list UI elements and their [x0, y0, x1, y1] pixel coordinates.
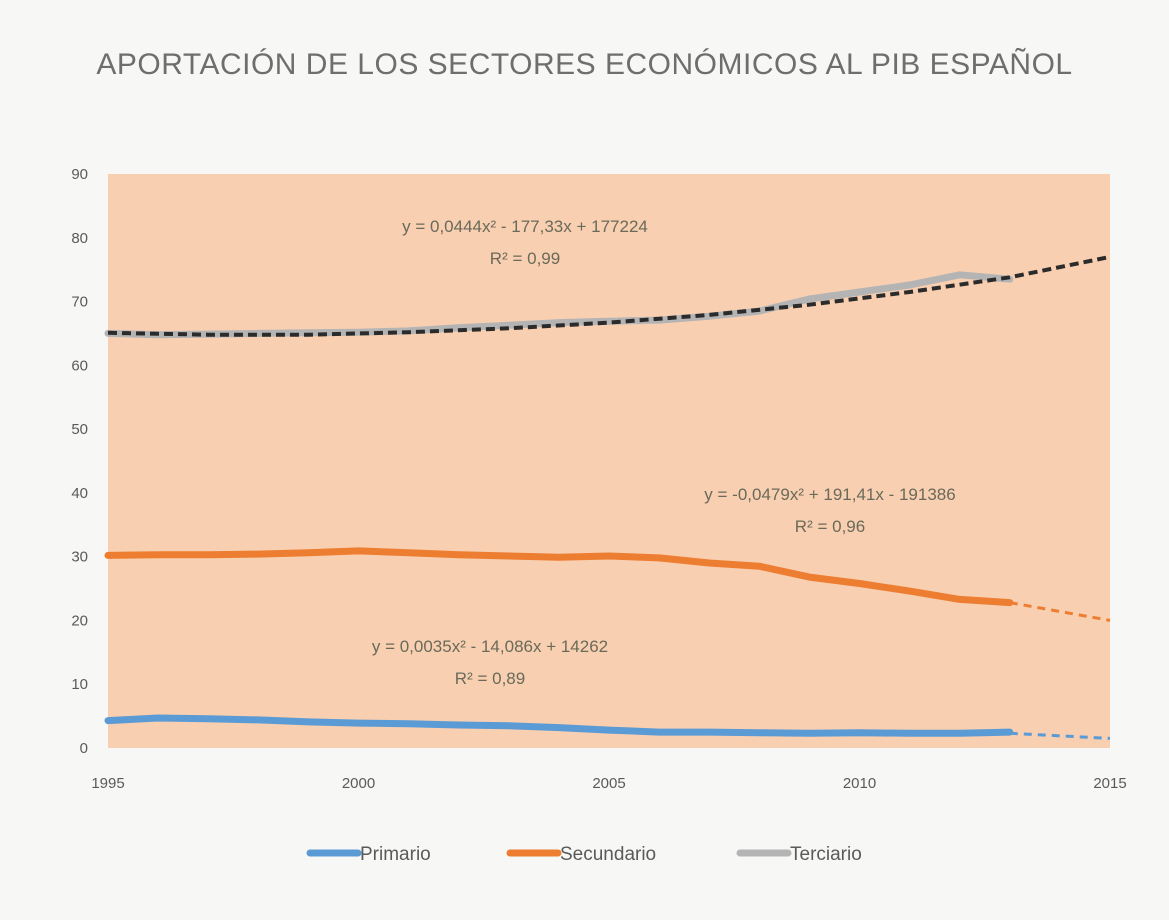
- x-axis: 1995 2000 2005 2010 2015: [91, 775, 1126, 792]
- trendline-equation-terciario: y = 0,0444x² - 177,33x + 177224: [402, 217, 648, 236]
- series-line-terciario: [104, 271, 1014, 339]
- series-group: [104, 254, 1111, 740]
- legend-label-secundario: Secundario: [560, 844, 656, 865]
- legend: Primario Secundario Terciario: [306, 844, 862, 865]
- legend-label-primario: Primario: [360, 844, 431, 865]
- trendline-equation-primario: y = 0,0035x² - 14,086x + 14262: [372, 637, 608, 656]
- plot-area-group: [108, 174, 1110, 748]
- x-tick-label: 2000: [342, 775, 375, 792]
- y-tick-label: 0: [80, 740, 88, 757]
- y-tick-label: 60: [71, 357, 88, 374]
- trendline-equation-secundario: y = -0,0479x² + 191,41x - 191386: [704, 485, 955, 504]
- trendline-secundario: [1009, 601, 1111, 622]
- y-tick-label: 20: [71, 612, 88, 629]
- trendline-r2-secundario: R² = 0,96: [795, 517, 865, 536]
- y-tick-label: 80: [71, 230, 88, 247]
- y-tick-label: 10: [71, 676, 88, 693]
- x-tick-label: 2005: [592, 775, 625, 792]
- x-tick-label: 2010: [843, 775, 876, 792]
- x-tick-label: 2015: [1093, 775, 1126, 792]
- y-tick-label: 90: [71, 166, 88, 183]
- trendline-r2-terciario: R² = 0,99: [490, 249, 560, 268]
- y-tick-label: 70: [71, 294, 88, 311]
- y-tick-label: 40: [71, 485, 88, 502]
- plot-area: [108, 174, 1110, 748]
- trendline-primario: [1009, 731, 1111, 740]
- y-axis: 0 10 20 30 40 50 60 70 80 90: [71, 166, 88, 757]
- y-tick-label: 50: [71, 421, 88, 438]
- trendline-r2-primario: R² = 0,89: [455, 669, 525, 688]
- trendline-equations: y = 0,0035x² - 14,086x + 14262 R² = 0,89 y…: [372, 217, 956, 688]
- y-tick-label: 30: [71, 549, 88, 566]
- legend-label-terciario: Terciario: [790, 844, 862, 865]
- series-line-secundario: [104, 547, 1014, 607]
- chart-title: APORTACIÓN DE LOS SECTORES ECONÓMICOS AL…: [96, 48, 1073, 81]
- series-line-primario: [104, 714, 1014, 737]
- x-tick-label: 1995: [91, 775, 124, 792]
